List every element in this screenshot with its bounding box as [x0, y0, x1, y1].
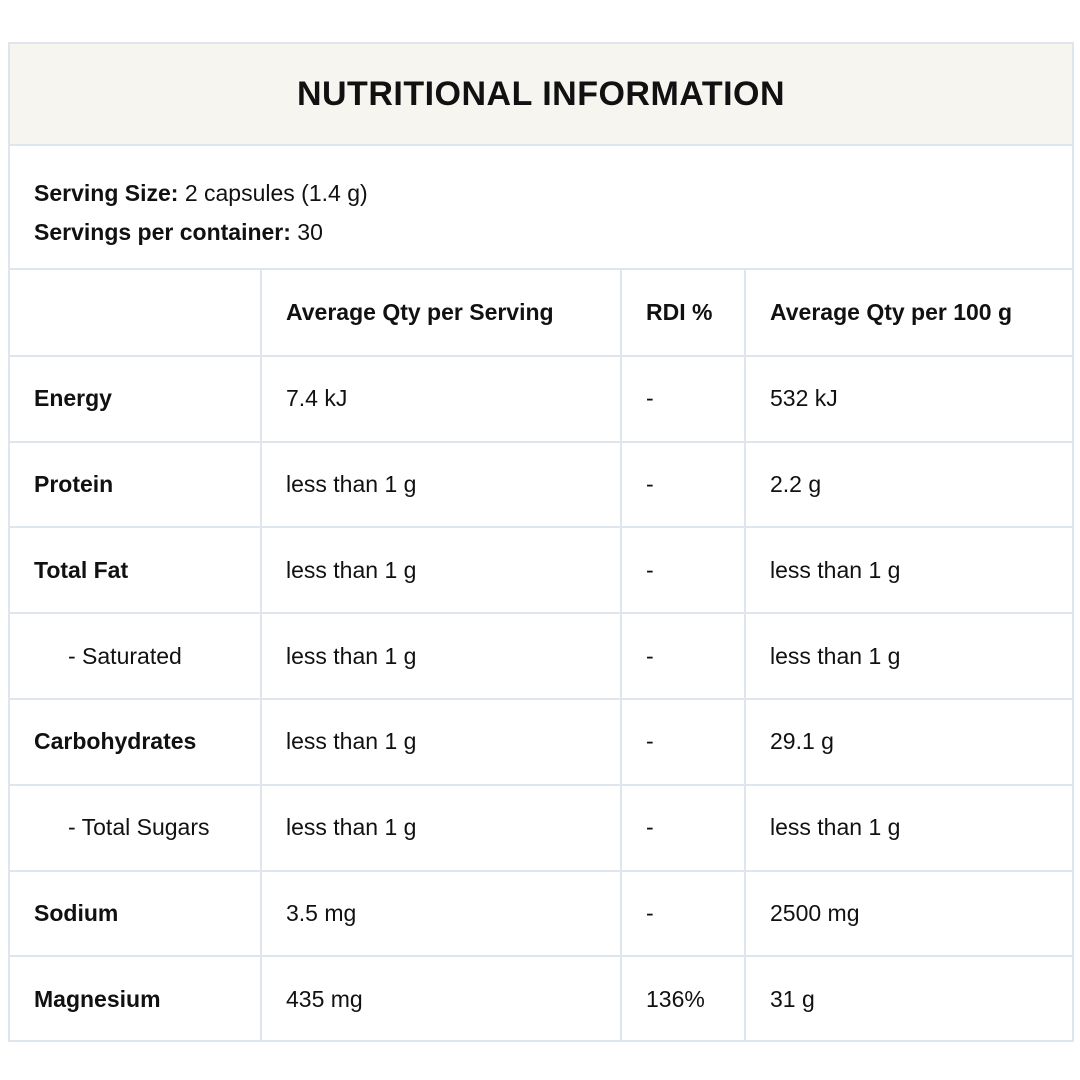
serving-size-label: Serving Size:: [34, 180, 179, 206]
per-100g-value: 2500 mg: [744, 870, 1072, 958]
nutrient-name: Magnesium: [34, 986, 161, 1013]
nutrition-table: Average Qty per Serving RDI % Average Qt…: [10, 270, 1072, 1043]
per-serving-value: less than 1 g: [260, 698, 621, 786]
nutrient-name: Sodium: [10, 870, 261, 958]
serving-size-value: 2 capsules (1.4 g): [178, 180, 368, 206]
per-100g-value: 2.2 g: [744, 441, 1072, 529]
per-serving-value: less than 1 g: [260, 613, 621, 700]
nutrient-subname: - Total Sugars: [10, 784, 261, 872]
per-100g-value: less than 1 g: [744, 613, 1072, 700]
nutrition-panel: NUTRITIONAL INFORMATION Serving Size: 2 …: [8, 42, 1074, 1043]
title-bar: NUTRITIONAL INFORMATION: [10, 44, 1072, 146]
table-row: Carbohydrates less than 1 g - 29.1 g: [10, 698, 1072, 786]
serving-size-line: Serving Size: 2 capsules (1.4 g): [34, 174, 1072, 213]
table-row: - Total Sugars less than 1 g - less than…: [10, 784, 1072, 872]
nutrient-subname: - Saturated: [10, 613, 261, 700]
per-serving-value: less than 1 g: [260, 527, 621, 615]
per-serving-value: 3.5 mg: [260, 870, 621, 958]
per-100g-value: less than 1 g: [744, 527, 1072, 615]
servings-per-container-value: 30: [290, 219, 323, 245]
per-serving-value: less than 1 g: [260, 784, 621, 872]
per-100g-value: 31 g: [744, 956, 1072, 1043]
table-row: Total Fat less than 1 g - less than 1 g: [10, 527, 1072, 615]
servings-per-container-label: Servings per container:: [34, 219, 291, 245]
table-row: - Saturated less than 1 g - less than 1 …: [10, 613, 1072, 700]
page-title: NUTRITIONAL INFORMATION: [296, 74, 786, 113]
per-serving-value: 7.4 kJ: [260, 355, 621, 443]
table-row: Energy 7.4 kJ - 532 kJ: [10, 355, 1072, 443]
per-100g-value: less than 1 g: [744, 784, 1072, 872]
nutrient-name: Carbohydrates: [10, 698, 261, 786]
rdi-value: -: [620, 784, 745, 872]
rdi-value: -: [620, 698, 745, 786]
rdi-value: 136%: [620, 956, 745, 1043]
header-per-serving: Average Qty per Serving: [260, 270, 621, 357]
nutrient-name: Protein: [10, 441, 261, 529]
header-per-100g: Average Qty per 100 g: [744, 270, 1072, 357]
per-serving-value: less than 1 g: [260, 441, 621, 529]
header-nutrient: [10, 270, 261, 357]
table-row: Sodium 3.5 mg - 2500 mg: [10, 870, 1072, 958]
table-header-row: Average Qty per Serving RDI % Average Qt…: [10, 270, 1072, 357]
nutrient-name: Energy: [10, 355, 261, 443]
table-row: Magnesium 435 mg 136% 31 g: [10, 956, 1072, 1043]
servings-per-container-line: Servings per container: 30: [34, 213, 1072, 252]
nutrient-name: Total Fat: [10, 527, 261, 615]
rdi-value: -: [620, 441, 745, 529]
rdi-value: -: [620, 613, 745, 700]
per-100g-value: 532 kJ: [744, 355, 1072, 443]
rdi-value: -: [620, 870, 745, 958]
per-serving-value: 435 mg: [260, 956, 621, 1043]
table-row: Protein less than 1 g - 2.2 g: [10, 441, 1072, 529]
per-100g-value: 29.1 g: [744, 698, 1072, 786]
header-rdi: RDI %: [620, 270, 745, 357]
serving-info: Serving Size: 2 capsules (1.4 g) Serving…: [10, 146, 1072, 270]
rdi-value: -: [620, 355, 745, 443]
rdi-value: -: [620, 527, 745, 615]
